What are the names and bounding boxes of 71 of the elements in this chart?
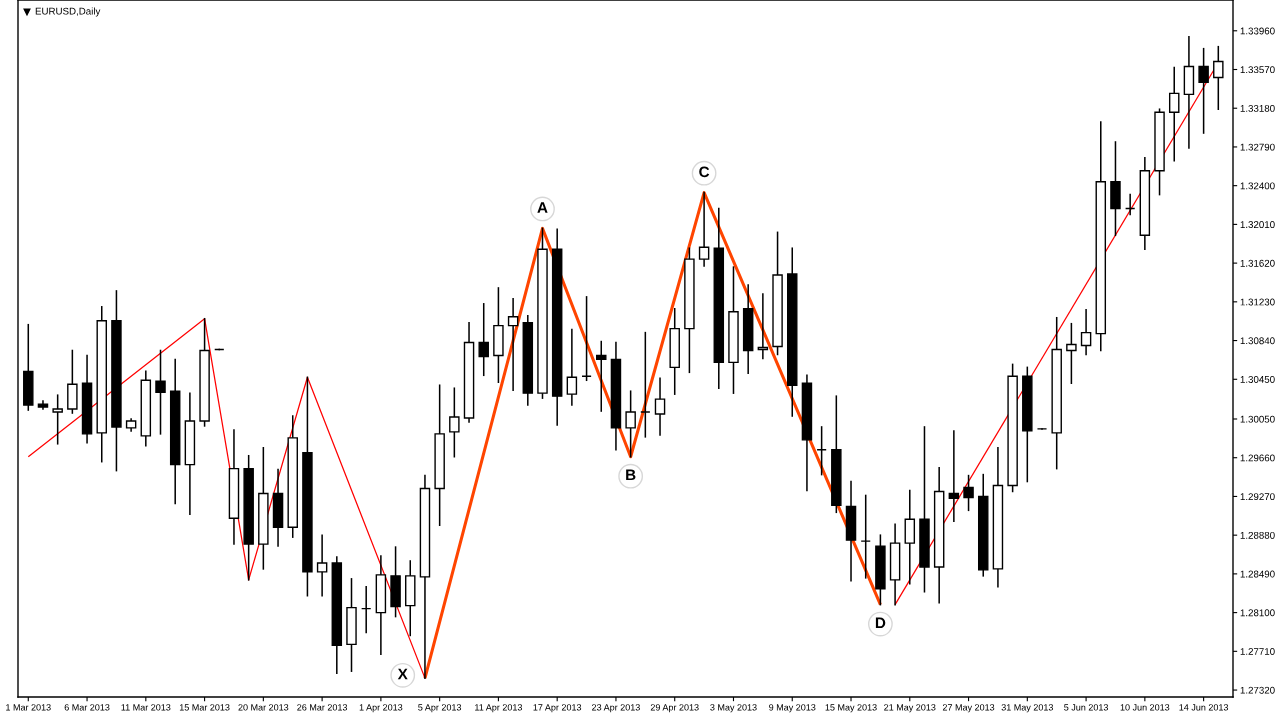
y-tick-label: 1.28490 <box>1240 570 1275 578</box>
y-tick-label: 1.30840 <box>1240 337 1275 345</box>
candlestick <box>625 390 636 458</box>
candlestick <box>963 474 974 512</box>
x-tick-label: 26 Mar 2013 <box>297 704 348 711</box>
data-label: B <box>626 469 636 481</box>
text: EURUSD,Daily <box>35 7 101 17</box>
x-tick-label: 20 Mar 2013 <box>238 704 289 711</box>
y-tick-label: 1.29660 <box>1240 454 1275 462</box>
data-label: C <box>699 166 710 178</box>
x-tick-label: 11 Apr 2013 <box>475 704 523 713</box>
candlestick <box>757 293 769 360</box>
y-tick-label: 1.27320 <box>1240 686 1275 694</box>
y-tick-label: 1.31620 <box>1240 259 1275 267</box>
candlestick <box>1066 322 1077 385</box>
x-tick-label: 1 Apr 2013 <box>359 704 403 713</box>
y-tick-label: 1.32790 <box>1240 143 1275 151</box>
x-tick-label: 15 Mar 2013 <box>179 704 230 711</box>
candlestick <box>948 430 960 523</box>
candlestick <box>860 494 871 579</box>
data-label: A <box>537 202 548 213</box>
x-tick-label: 9 May 2013 <box>769 704 816 713</box>
x-tick-label: 17 Apr 2013 <box>533 704 582 713</box>
y-tick-label: 1.32010 <box>1240 221 1275 229</box>
y-tick-label: 1.33960 <box>1240 27 1275 35</box>
candlestick <box>698 191 710 267</box>
y-tick-label: 1.31230 <box>1240 298 1275 306</box>
x-tick-label: 10 Jun 2013 <box>1120 704 1170 711</box>
x-tick-label: 11 Mar 2013 <box>121 704 171 711</box>
data-label: X <box>397 668 408 680</box>
y-tick-label: 1.30050 <box>1240 415 1275 423</box>
x-tick-label: 15 May 2013 <box>825 704 877 713</box>
x-tick-label: 31 May 2013 <box>1001 704 1054 713</box>
y-tick-label: 1.28880 <box>1240 531 1275 539</box>
y-tick-label: 1.33570 <box>1240 66 1275 74</box>
candlestick <box>1124 193 1136 216</box>
y-tick-label: 1.30450 <box>1240 376 1275 383</box>
x-tick-label: 1 Mar 2013 <box>6 704 51 711</box>
candlestick <box>1213 45 1224 110</box>
y-tick-label: 1.33180 <box>1240 104 1275 112</box>
candlestick <box>904 489 916 585</box>
candlestick <box>581 296 592 382</box>
candlestick <box>816 426 827 476</box>
candlestick <box>449 387 460 458</box>
candlestick <box>316 534 328 597</box>
x-tick-label: 23 Apr 2013 <box>592 704 640 713</box>
x-tick-label: 29 Apr 2013 <box>650 704 699 713</box>
y-tick-label: 1.32400 <box>1240 182 1275 190</box>
candlestick <box>1080 309 1092 356</box>
x-tick-label: 14 Jun 2013 <box>1179 704 1229 711</box>
candlestick <box>507 298 519 391</box>
candlestick <box>654 377 666 436</box>
y-tick-label: 1.29270 <box>1240 493 1275 501</box>
candlestick <box>478 303 489 377</box>
candlestick <box>1168 66 1180 162</box>
data-label: D <box>875 617 886 629</box>
candlestick <box>360 586 372 634</box>
y-tick-label: 1.28100 <box>1240 609 1275 617</box>
x-tick-label: 21 May 2013 <box>884 704 936 713</box>
x-tick-label: 3 May 2013 <box>710 704 757 713</box>
candlestick <box>52 394 63 445</box>
y-tick-label: 1.27710 <box>1240 648 1275 655</box>
x-tick-label: 5 Jun 2013 <box>1064 704 1109 711</box>
candlestick <box>1198 47 1209 134</box>
candlestick <box>640 331 651 438</box>
x-tick-label: 5 Apr 2013 <box>418 704 462 713</box>
candlestick <box>155 349 166 435</box>
candlestick <box>566 328 578 406</box>
x-tick-label: 27 May 2013 <box>942 704 995 713</box>
x-tick-label: 6 Mar 2013 <box>64 704 110 711</box>
candlestick <box>596 340 607 412</box>
